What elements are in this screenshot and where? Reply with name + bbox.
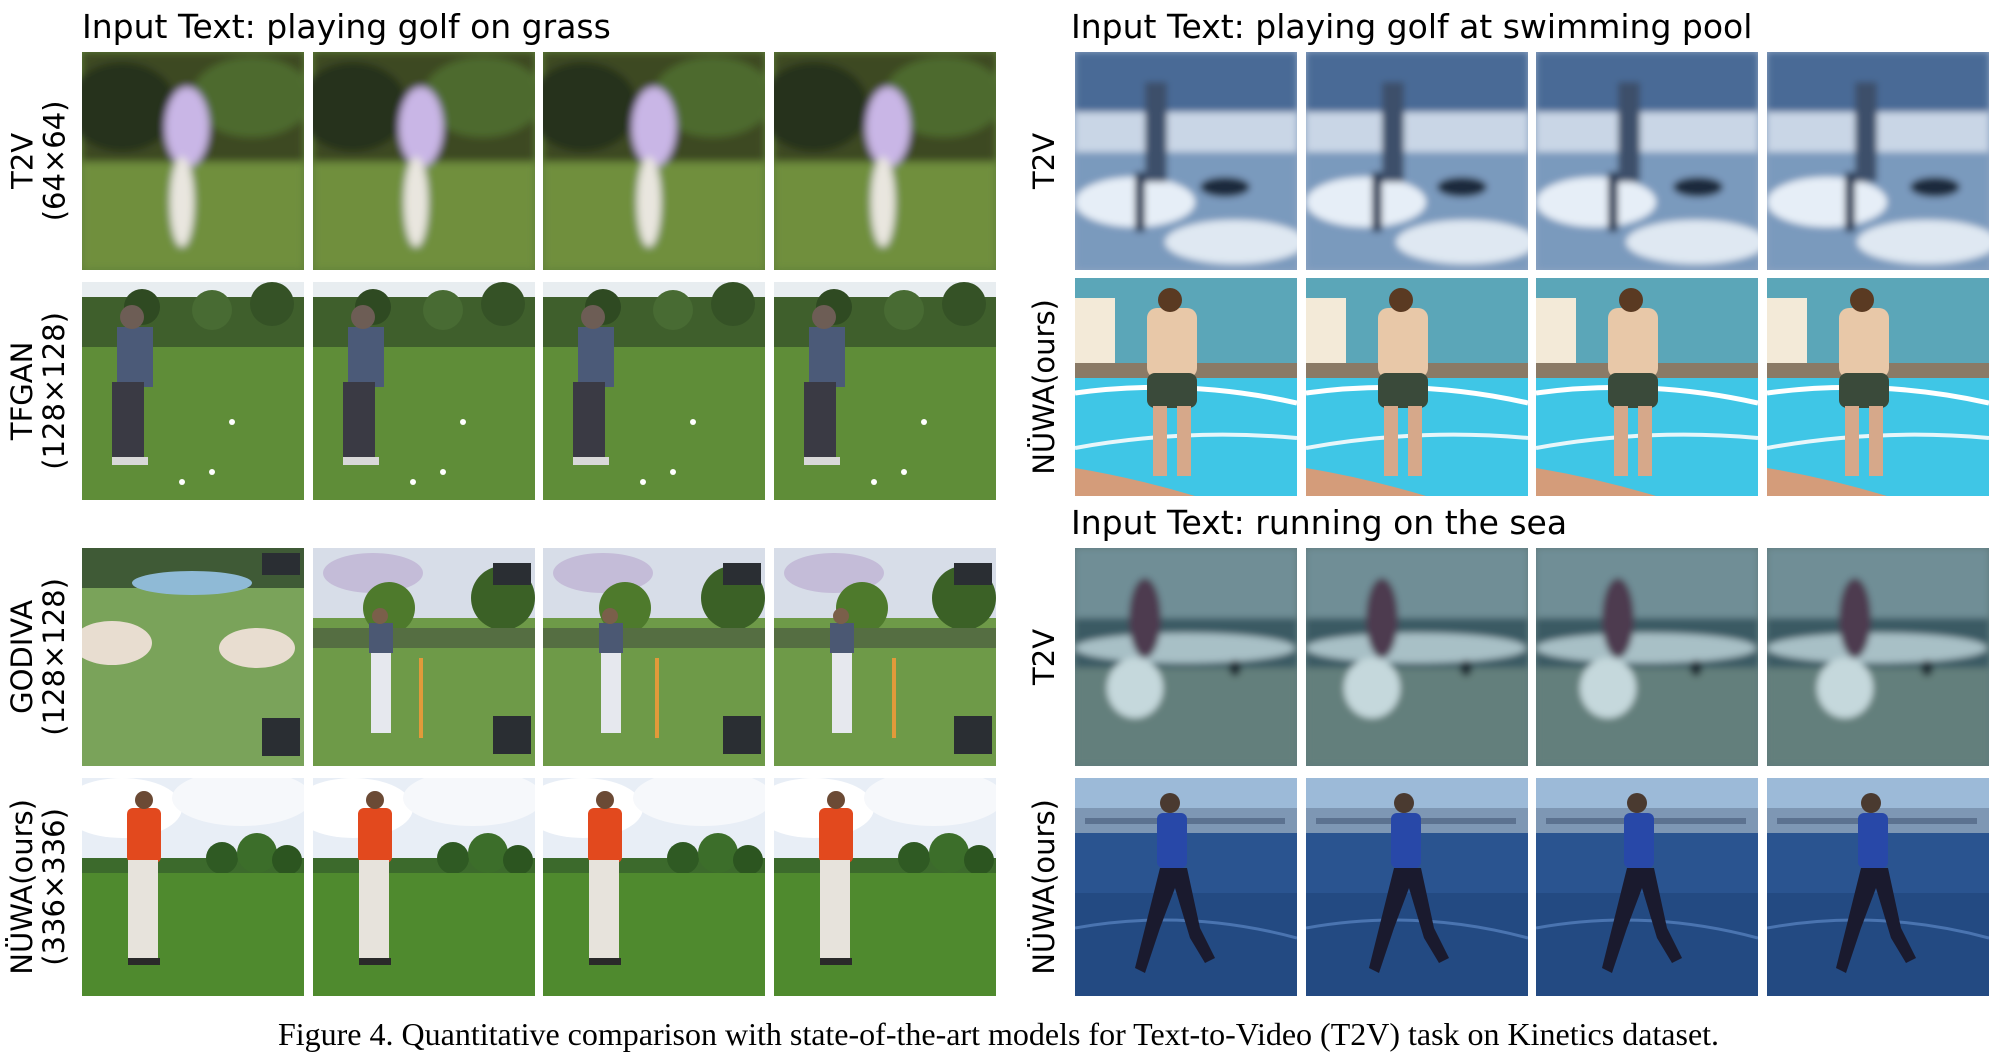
frame-t2v-pool-2 <box>1306 52 1528 270</box>
frame-nuwa-pool-4 <box>1767 278 1989 496</box>
row-label-t2v-pool: T2V <box>1027 132 1062 189</box>
row-label-nuwa-pool: NÜWA(ours) <box>1027 299 1062 475</box>
frame-t2v-sea-3 <box>1536 548 1758 766</box>
panel-title-golf-pool: Input Text: playing golf at swimming poo… <box>1071 7 1753 46</box>
frame-godiva-1 <box>82 548 304 766</box>
frame-godiva-3 <box>543 548 765 766</box>
frame-nuwa-pool-3 <box>1536 278 1758 496</box>
frame-t2v-grass-2 <box>313 52 535 270</box>
frame-tfgan-2 <box>313 282 535 500</box>
frame-t2v-grass-1 <box>82 52 304 270</box>
row-label-nuwa-sea: NÜWA(ours) <box>1027 799 1062 975</box>
frame-nuwa-pool-1 <box>1075 278 1297 496</box>
frame-nuwa-sea-1 <box>1075 778 1297 996</box>
frame-t2v-pool-3 <box>1536 52 1758 270</box>
row-label-godiva: GODIVA (128×128) <box>5 578 72 736</box>
figure-caption: Figure 4. Quantitative comparison with s… <box>277 1016 1720 1052</box>
frame-nuwa-grass-1 <box>82 778 304 996</box>
panel-title-running-sea: Input Text: running on the sea <box>1071 503 1568 542</box>
panel-title-golf-grass: Input Text: playing golf on grass <box>82 7 611 46</box>
frame-tfgan-4 <box>774 282 996 500</box>
frame-nuwa-grass-4 <box>774 778 996 996</box>
frame-t2v-sea-4 <box>1767 548 1989 766</box>
frame-t2v-pool-1 <box>1075 52 1297 270</box>
frame-tfgan-3 <box>543 282 765 500</box>
row-label-t2v-sea: T2V <box>1027 628 1062 685</box>
frame-nuwa-sea-4 <box>1767 778 1989 996</box>
row-label-nuwa-grass: NÜWA(ours) (336×336) <box>5 799 72 975</box>
frame-nuwa-pool-2 <box>1306 278 1528 496</box>
frame-t2v-pool-4 <box>1767 52 1989 270</box>
frame-tfgan-1 <box>82 282 304 500</box>
frame-t2v-sea-2 <box>1306 548 1528 766</box>
frame-nuwa-grass-2 <box>313 778 535 996</box>
frame-t2v-grass-4 <box>774 52 996 270</box>
row-label-t2v-grass: T2V (64×64) <box>5 100 72 222</box>
frame-t2v-sea-1 <box>1075 548 1297 766</box>
frame-godiva-4 <box>774 548 996 766</box>
frame-nuwa-grass-3 <box>543 778 765 996</box>
frame-t2v-grass-3 <box>543 52 765 270</box>
frame-godiva-2 <box>313 548 535 766</box>
row-label-tfgan: TFGAN (128×128) <box>5 312 72 470</box>
frame-nuwa-sea-3 <box>1536 778 1758 996</box>
frame-nuwa-sea-2 <box>1306 778 1528 996</box>
